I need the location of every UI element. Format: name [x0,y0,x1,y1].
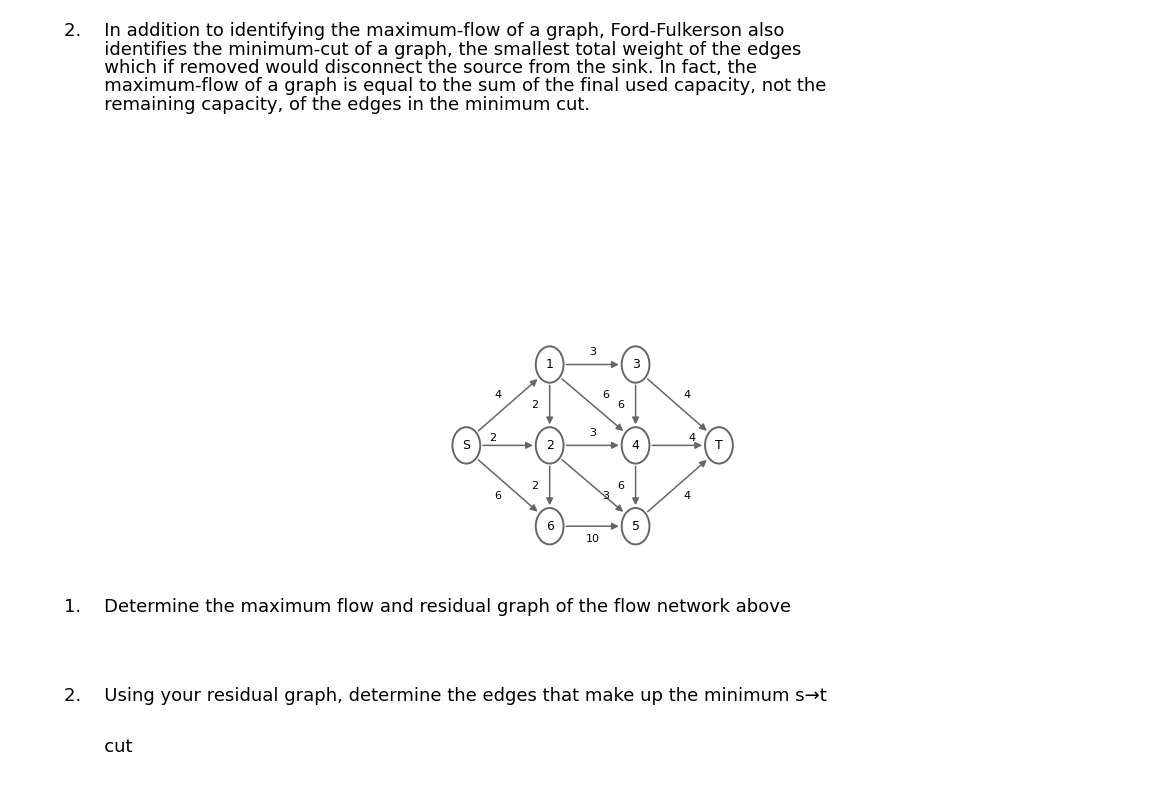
Text: 1.    Determine the maximum flow and residual graph of the flow network above: 1. Determine the maximum flow and residu… [64,599,791,616]
Text: T: T [715,439,723,452]
Text: 6: 6 [617,481,624,491]
Text: 3: 3 [632,358,639,371]
Ellipse shape [622,346,650,383]
Text: 3: 3 [589,428,596,437]
Text: 6: 6 [494,491,501,501]
Ellipse shape [452,427,480,464]
Text: remaining capacity, of the edges in the minimum cut.: remaining capacity, of the edges in the … [64,96,590,114]
Text: 3: 3 [589,347,596,357]
Text: 6: 6 [602,390,609,400]
Text: 2: 2 [546,439,553,452]
Text: 6: 6 [617,400,624,410]
Text: 3: 3 [602,491,609,501]
Ellipse shape [536,427,564,464]
Text: 2: 2 [489,433,496,443]
Text: 1: 1 [546,358,553,371]
Text: 5: 5 [632,520,639,533]
Ellipse shape [705,427,733,464]
Ellipse shape [536,346,564,383]
Ellipse shape [536,508,564,545]
Text: which if removed would disconnect the source from the sink. In fact, the: which if removed would disconnect the so… [64,59,756,77]
Text: 10: 10 [586,534,600,544]
Text: 2.    Using your residual graph, determine the edges that make up the minimum s→: 2. Using your residual graph, determine … [64,688,826,705]
Text: 2: 2 [531,481,538,491]
Text: S: S [462,439,471,452]
Ellipse shape [622,427,650,464]
Ellipse shape [622,508,650,545]
Text: 4: 4 [689,433,696,443]
Text: cut: cut [64,738,132,757]
Text: 4: 4 [683,491,691,501]
Text: 4: 4 [632,439,639,452]
Text: 2.    In addition to identifying the maximum-flow of a graph, Ford-Fulkerson als: 2. In addition to identifying the maximu… [64,22,784,40]
Text: maximum-flow of a graph is equal to the sum of the final used capacity, not the: maximum-flow of a graph is equal to the … [64,78,826,95]
Text: 6: 6 [546,520,553,533]
Text: 4: 4 [683,390,691,400]
Text: identifies the minimum-cut of a graph, the smallest total weight of the edges: identifies the minimum-cut of a graph, t… [64,40,802,59]
Text: 2: 2 [531,400,538,410]
Text: 4: 4 [494,390,502,400]
